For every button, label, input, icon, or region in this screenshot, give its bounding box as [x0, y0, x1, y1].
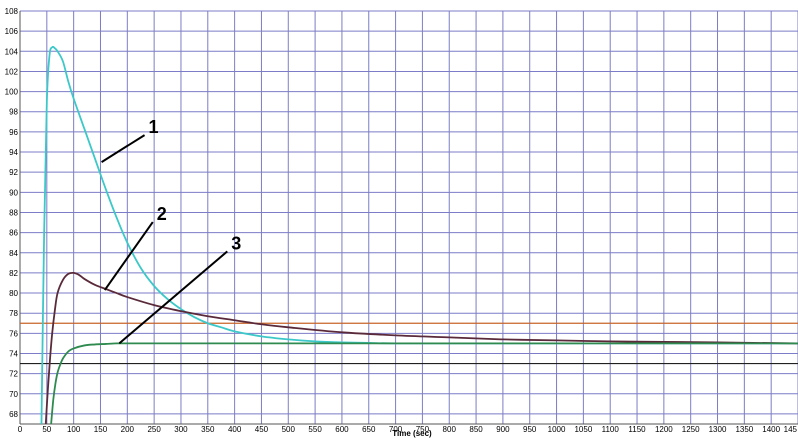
y-tick-label: 106: [5, 27, 19, 36]
x-tick-label: 700: [389, 425, 403, 434]
x-tick-label: 850: [469, 425, 483, 434]
y-tick-label: 102: [5, 67, 19, 76]
reference-lines: [20, 322, 798, 365]
x-tick-label: 500: [282, 425, 296, 434]
x-tick-label: 600: [335, 425, 349, 434]
y-tick-label: 74: [9, 349, 18, 358]
x-tick-label: 150: [94, 425, 108, 434]
x-tick-label: 350: [201, 425, 215, 434]
y-tick-label: 96: [9, 128, 18, 137]
callouts: 1 2 3: [101, 117, 241, 345]
grid: [19, 10, 798, 425]
y-tick-label: 68: [9, 410, 18, 419]
callout-label-3: 3: [231, 233, 241, 253]
y-tick-label: 82: [9, 269, 18, 278]
x-tick-label: 1000: [548, 425, 566, 434]
y-tick-label: 98: [9, 108, 18, 117]
callout-label-1: 1: [149, 117, 159, 137]
x-tick-label: 800: [443, 425, 457, 434]
y-tick-labels: 68 70 72 74 76 78 80 82 84 86 88 90 92 94 96 98 100 102 10…: [5, 7, 19, 419]
x-tick-label: 1050: [574, 425, 592, 434]
y-tick-label: 92: [9, 168, 18, 177]
x-axis-title: Time (sec): [392, 429, 432, 438]
series-group: [40, 45, 798, 425]
x-tick-label: 1100: [602, 425, 620, 434]
x-tick-label: 900: [496, 425, 510, 434]
x-tick-label: 1300: [709, 425, 727, 434]
x-tick-label: 1200: [655, 425, 673, 434]
x-tick-label: 1250: [682, 425, 700, 434]
callout-leader-2: [103, 221, 154, 291]
y-tick-label: 84: [9, 249, 18, 258]
callout-leader-1: [101, 134, 146, 163]
y-tick-label: 88: [9, 208, 18, 217]
x-tick-label: 50: [42, 425, 51, 434]
x-tick-label: 950: [523, 425, 537, 434]
plot-background: [20, 11, 798, 424]
y-tick-label: 78: [9, 309, 18, 318]
x-tick-label: 550: [308, 425, 322, 434]
y-tick-label: 86: [9, 229, 18, 238]
x-tick-label: 400: [228, 425, 242, 434]
x-tick-labels: 0 50 100 150 200 250 300 350 400 450 500 550 600 650 7…: [18, 425, 798, 434]
x-tick-label: 1350: [735, 425, 753, 434]
y-tick-label: 90: [9, 188, 18, 197]
y-tick-label: 100: [5, 88, 19, 97]
x-tick-label: 200: [121, 425, 135, 434]
x-tick-label: 750: [416, 425, 430, 434]
series-line-3: [50, 342, 798, 425]
series-line-2: [44, 271, 798, 425]
y-tick-label: 94: [9, 148, 18, 157]
x-tick-label: 650: [362, 425, 376, 434]
y-tick-label: 104: [5, 47, 19, 56]
x-tick-label: 145: [784, 425, 798, 434]
y-tick-label: 70: [9, 390, 18, 399]
x-tick-label: 300: [174, 425, 188, 434]
y-tick-label: 72: [9, 370, 18, 379]
x-tick-label: 1150: [628, 425, 646, 434]
x-tick-label: 100: [67, 425, 81, 434]
y-tick-label: 108: [5, 7, 19, 16]
x-tick-label: 250: [147, 425, 161, 434]
x-tick-label: 0: [18, 425, 23, 434]
y-tick-label: 76: [9, 329, 18, 338]
callout-label-2: 2: [157, 204, 167, 224]
callout-leader-3: [118, 250, 228, 345]
x-tick-label: 1400: [762, 425, 780, 434]
y-tick-label: 80: [9, 289, 18, 298]
x-tick-label: 450: [255, 425, 269, 434]
